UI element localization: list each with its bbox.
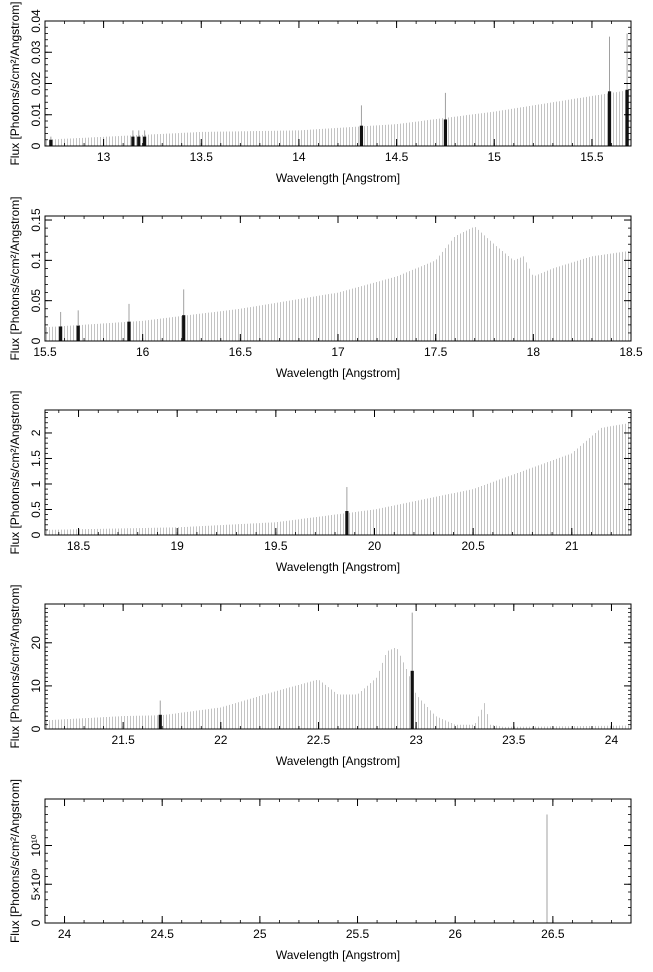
x-tick-label: 24 bbox=[605, 733, 619, 747]
line-bar bbox=[410, 670, 414, 729]
x-tick-label: 25.5 bbox=[346, 927, 370, 941]
line-bar bbox=[59, 326, 63, 341]
x-tick-label: 13 bbox=[97, 150, 111, 164]
x-tick-label: 21.5 bbox=[111, 733, 135, 747]
y-axis-label: Flux [Photons/s/cm²/Angstrom] bbox=[8, 196, 22, 360]
y-tick-label: 0.01 bbox=[29, 103, 43, 127]
x-tick-label: 18.5 bbox=[67, 539, 91, 553]
x-axis-label: Wavelength [Angstrom] bbox=[276, 754, 400, 768]
chart-panel-4: 21.5 22 22.5 23 23.5 24 0 10 20 Wavelength [Angst… bbox=[8, 584, 632, 768]
y-tick-label: 10 bbox=[29, 679, 43, 693]
y-tick-label: 10¹⁰ bbox=[29, 834, 43, 856]
y-tick-label: 0.03 bbox=[29, 40, 43, 64]
x-tick-label: 26 bbox=[449, 927, 463, 941]
line-bar bbox=[76, 325, 80, 341]
y-axis-label: Flux [Photons/s/cm²/Angstrom] bbox=[8, 1, 22, 165]
line-bar bbox=[345, 511, 349, 535]
x-axis-label: Wavelength [Angstrom] bbox=[276, 560, 400, 574]
x-tick-label: 13.5 bbox=[190, 150, 214, 164]
x-tick-label: 23 bbox=[409, 733, 423, 747]
line-bar bbox=[158, 714, 162, 729]
continuum-bars bbox=[46, 227, 629, 341]
x-tick-label: 24.5 bbox=[151, 927, 175, 941]
x-tick-label: 14 bbox=[292, 150, 306, 164]
x-tick-label: 21 bbox=[565, 539, 579, 553]
x-tick-label: 22 bbox=[214, 733, 228, 747]
y-tick-label: 0.1 bbox=[29, 252, 43, 269]
line-bar bbox=[182, 315, 186, 341]
x-tick-label: 16 bbox=[136, 345, 150, 359]
continuum-bars bbox=[46, 90, 629, 146]
line-bar bbox=[143, 136, 147, 146]
x-tick-label: 23.5 bbox=[502, 733, 526, 747]
x-tick-label: 16.5 bbox=[229, 345, 253, 359]
continuum-bars bbox=[46, 423, 629, 535]
line-bar bbox=[443, 119, 448, 146]
y-tick-label: 0 bbox=[29, 142, 43, 149]
x-tick-label: 26.5 bbox=[541, 927, 565, 941]
x-tick-label: 15 bbox=[488, 150, 502, 164]
continuum-bars bbox=[46, 648, 629, 729]
plot-frame bbox=[44, 603, 632, 730]
x-tick-label: 19 bbox=[171, 539, 185, 553]
line-bar bbox=[607, 91, 612, 146]
x-tick-label: 22.5 bbox=[307, 733, 331, 747]
x-tick-label: 20.5 bbox=[461, 539, 485, 553]
y-tick-label: 20 bbox=[29, 636, 43, 650]
x-tick-label: 20 bbox=[368, 539, 382, 553]
y-tick-label: 0.15 bbox=[29, 208, 43, 232]
chart-panel-2: 15.5 16 16.5 17 17.5 18 18.5 0 0.05 0.1 0.15 Wavele… bbox=[8, 196, 643, 380]
chart-panel-3: 18.5 19 19.5 20 20.5 21 0 0.5 1 1.5 2 Wavelength [A… bbox=[8, 390, 632, 574]
y-tick-label: 0 bbox=[29, 725, 43, 732]
line-bar bbox=[49, 139, 53, 146]
line-bar bbox=[127, 321, 131, 341]
y-tick-label: 2 bbox=[29, 429, 43, 436]
x-tick-label: 14.5 bbox=[385, 150, 409, 164]
x-axis-label: Wavelength [Angstrom] bbox=[276, 948, 400, 962]
y-tick-label: 0.05 bbox=[29, 289, 43, 313]
y-axis-label: Flux [Photons/s/cm²/Angstrom] bbox=[8, 390, 22, 554]
y-tick-label: 1 bbox=[29, 480, 43, 487]
line-bar bbox=[625, 89, 629, 146]
x-tick-label: 25 bbox=[253, 927, 267, 941]
plot-frame bbox=[44, 798, 632, 924]
plot-frame bbox=[44, 20, 632, 147]
x-tick-label: 18 bbox=[527, 345, 541, 359]
chart-panel-5: 24 24.5 25 25.5 26 26.5 0 5×10⁹ 10¹⁰ Wavelength [… bbox=[8, 779, 632, 962]
line-bar bbox=[131, 136, 135, 146]
x-tick-label: 24 bbox=[58, 927, 72, 941]
y-tick-label: 0.5 bbox=[29, 501, 43, 518]
plot-frame bbox=[44, 409, 632, 536]
x-tick-label: 15.5 bbox=[33, 345, 57, 359]
line-bar bbox=[359, 125, 364, 146]
y-tick-label: 0.04 bbox=[29, 9, 43, 33]
line-bar bbox=[137, 136, 141, 146]
x-tick-label: 19.5 bbox=[264, 539, 288, 553]
y-tick-label: 0 bbox=[29, 531, 43, 538]
y-tick-label: 1.5 bbox=[29, 450, 43, 467]
y-axis-label: Flux [Photons/s/cm²/Angstrom] bbox=[8, 584, 22, 748]
y-tick-label: 0 bbox=[29, 919, 43, 926]
y-tick-label: 5×10⁹ bbox=[29, 868, 43, 900]
x-axis-label: Wavelength [Angstrom] bbox=[276, 366, 400, 380]
x-axis-label: Wavelength [Angstrom] bbox=[276, 171, 400, 185]
x-tick-label: 18.5 bbox=[619, 345, 643, 359]
y-tick-label: 0.02 bbox=[29, 71, 43, 95]
y-axis-label: Flux [Photons/s/cm²/Angstrom] bbox=[8, 779, 22, 943]
plot-frame bbox=[44, 215, 632, 342]
chart-panel-1: 13 13.5 14 14.5 15 15.5 0 0.01 0.02 0.03 0.04 Wavel… bbox=[8, 1, 632, 185]
y-tick-label: 0 bbox=[29, 337, 43, 344]
x-tick-label: 17.5 bbox=[424, 345, 448, 359]
x-tick-label: 17 bbox=[331, 345, 345, 359]
x-tick-label: 15.5 bbox=[580, 150, 604, 164]
